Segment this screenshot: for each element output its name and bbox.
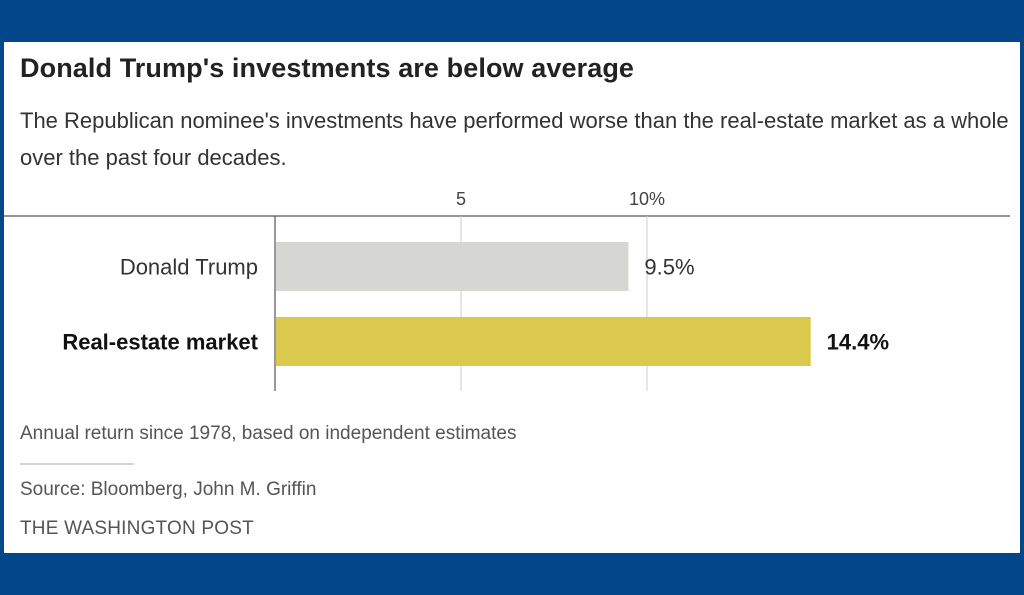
value-label: 9.5% bbox=[644, 255, 694, 280]
value-label: 14.4% bbox=[827, 330, 889, 355]
bars bbox=[276, 242, 811, 366]
chart-card: Donald Trump's investments are below ave… bbox=[4, 42, 1020, 553]
bar-chart: 5 10% Donald Trump 9.5% Real-estate market 14… bbox=[4, 189, 1010, 391]
bar-real-estate-market bbox=[276, 317, 811, 366]
tick-label-10: 10% bbox=[629, 189, 665, 209]
chart-caption: Annual return since 1978, based on indep… bbox=[20, 423, 517, 444]
category-label: Donald Trump bbox=[120, 255, 258, 280]
source-note: Source: Bloomberg, John M. Griffin bbox=[20, 479, 317, 500]
chart-title: Donald Trump's investments are below ave… bbox=[20, 53, 635, 83]
chart-subtitle: The Republican nominee's investments hav… bbox=[20, 108, 1009, 170]
labels: 5 10% Donald Trump 9.5% Real-estate market 14… bbox=[62, 189, 889, 355]
category-label: Real-estate market bbox=[62, 330, 258, 355]
publisher-credit: THE WASHINGTON POST bbox=[20, 518, 254, 539]
tick-label-5: 5 bbox=[456, 189, 466, 209]
divider bbox=[20, 463, 134, 465]
bar-donald-trump bbox=[276, 242, 629, 291]
